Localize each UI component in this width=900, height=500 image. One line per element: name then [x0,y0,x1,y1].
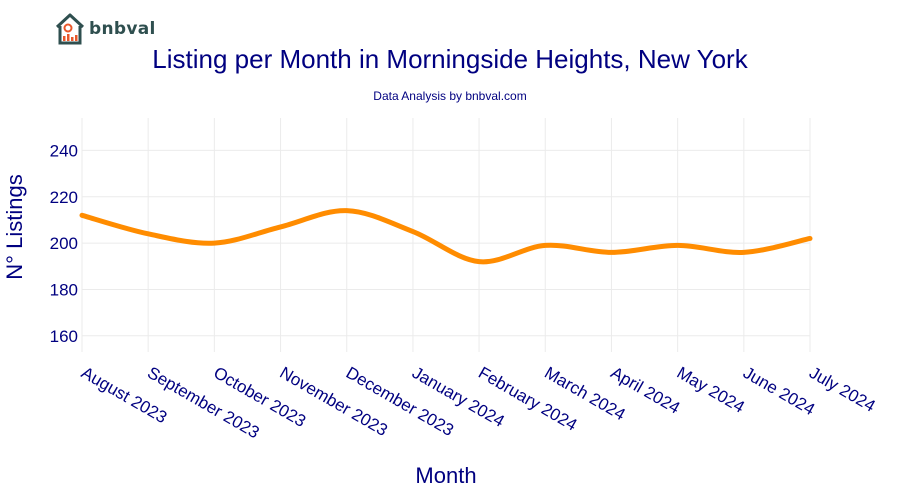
y-tick-label: 160 [50,327,78,346]
x-tick-label: May 2024 [674,363,748,417]
series-line [79,208,813,265]
chart-subtitle: Data Analysis by bnbval.com [373,89,527,103]
grid-lines [81,118,811,352]
y-tick-label: 220 [50,188,78,207]
y-tick-label: 240 [50,141,78,160]
logo-text: bnbval [89,19,156,39]
y-axis-label: N° Listings [2,174,27,279]
chart-title: Listing per Month in Morningside Heights… [152,44,748,74]
x-tick-label: June 2024 [740,363,818,419]
y-tick-label: 180 [50,280,78,299]
y-tick-label: 200 [50,234,78,253]
brand-logo: bnbval [54,12,156,46]
house-chart-icon [55,13,85,45]
x-axis-label: Month [415,463,476,488]
x-tick-label: September 2023 [144,363,262,442]
x-tick-label: July 2024 [806,363,879,416]
y-tick-labels: 160 180 200 220 240 [50,141,78,345]
